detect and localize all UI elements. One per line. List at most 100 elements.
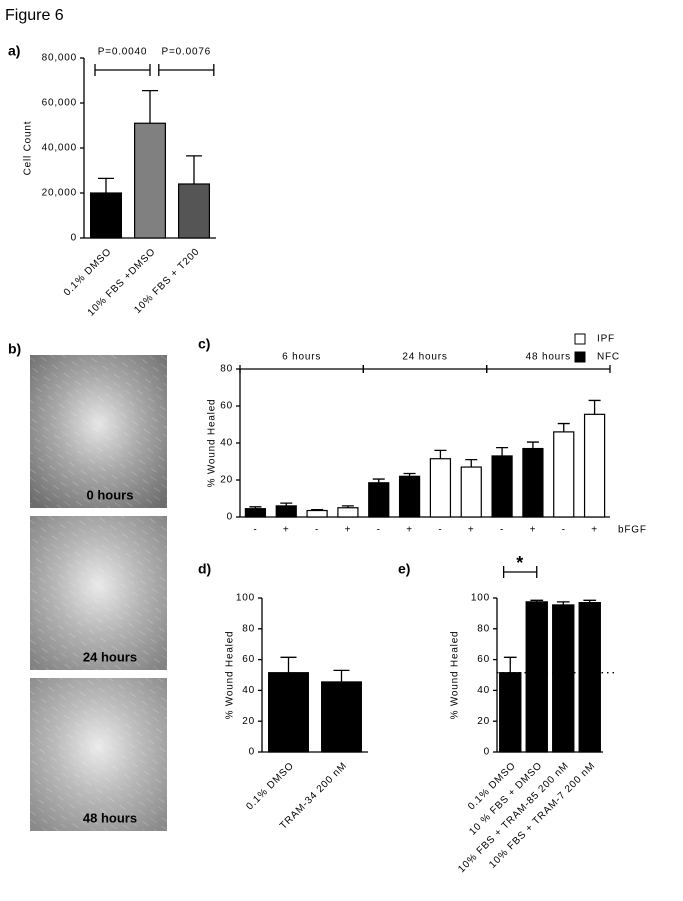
figure-title: Figure 6 bbox=[5, 7, 64, 24]
bar bbox=[275, 505, 297, 518]
x-tick-label: - bbox=[500, 525, 504, 536]
y-tick-label: 0 bbox=[71, 233, 77, 244]
bar bbox=[321, 681, 362, 753]
error-bar bbox=[280, 656, 297, 673]
legend-label: IPF bbox=[597, 334, 615, 345]
error-bar bbox=[526, 441, 539, 449]
panel-label: a) bbox=[8, 43, 20, 59]
bar bbox=[268, 672, 309, 753]
image-caption: 0 hours bbox=[87, 487, 134, 502]
y-tick-label: 0 bbox=[227, 512, 233, 523]
error-bar bbox=[496, 446, 509, 456]
micrograph bbox=[30, 516, 167, 670]
x-tick-label: - bbox=[253, 525, 257, 536]
significance-label: P=0.0040 bbox=[98, 47, 148, 58]
error-bar bbox=[372, 478, 385, 483]
error-bar bbox=[557, 422, 570, 432]
y-tick-label: 60 bbox=[477, 654, 490, 665]
y-tick-label: 20 bbox=[242, 716, 255, 727]
bar bbox=[368, 482, 390, 518]
x-tick-label: - bbox=[562, 525, 566, 536]
error-bar bbox=[503, 656, 517, 673]
y-tick-label: 60 bbox=[242, 654, 255, 665]
x-tick-label: + bbox=[345, 525, 352, 536]
group-label: 24 hours bbox=[402, 352, 447, 363]
image-caption: 48 hours bbox=[83, 810, 137, 825]
significance-label: P=0.0076 bbox=[162, 47, 212, 58]
legend-label: NFC bbox=[597, 352, 620, 363]
error-bar bbox=[588, 399, 601, 415]
x-tick-label: + bbox=[468, 525, 475, 536]
y-tick-label: 80 bbox=[477, 623, 490, 634]
error-bar bbox=[465, 459, 478, 468]
x-tick-label: + bbox=[406, 525, 413, 536]
bar bbox=[522, 447, 544, 518]
bar bbox=[337, 507, 359, 518]
bar bbox=[553, 431, 575, 518]
y-tick-label: 0 bbox=[249, 747, 255, 758]
significance-bracket bbox=[158, 64, 215, 76]
y-tick-label: 20 bbox=[220, 475, 233, 486]
y-tick-label: 20,000 bbox=[42, 188, 77, 199]
y-tick-label: 40 bbox=[220, 438, 233, 449]
y-axis-title: Cell Count bbox=[23, 121, 34, 176]
error-bar bbox=[98, 177, 114, 193]
y-tick-label: 60,000 bbox=[42, 98, 77, 109]
error-bar bbox=[142, 89, 158, 124]
y-tick-label: 80 bbox=[220, 364, 233, 375]
bar bbox=[398, 475, 421, 518]
x-tick-label: + bbox=[283, 525, 290, 536]
y-axis-title: % Wound Healed bbox=[450, 631, 461, 720]
x-tick-label: + bbox=[530, 525, 537, 536]
y-tick-label: 20 bbox=[477, 716, 490, 727]
significance-bracket bbox=[502, 566, 538, 578]
y-tick-label: 0 bbox=[484, 747, 490, 758]
y-tick-label: 40 bbox=[477, 685, 490, 696]
panel-label: c) bbox=[198, 336, 210, 352]
panel-label: b) bbox=[8, 341, 21, 357]
bar bbox=[491, 455, 513, 518]
bar bbox=[134, 122, 167, 239]
bar bbox=[244, 508, 267, 518]
bar bbox=[89, 192, 122, 239]
y-tick-label: 60 bbox=[220, 401, 233, 412]
error-bar bbox=[186, 155, 202, 184]
bar bbox=[578, 602, 601, 753]
bar bbox=[429, 458, 452, 518]
legend-swatch bbox=[574, 351, 586, 363]
bar bbox=[552, 604, 575, 753]
y-axis-title: % Wound Healed bbox=[225, 631, 236, 720]
significance-label: * bbox=[516, 553, 524, 573]
y-tick-label: 40,000 bbox=[42, 143, 77, 154]
image-caption: 24 hours bbox=[83, 649, 137, 664]
x-tick-label: + bbox=[591, 525, 598, 536]
bar bbox=[460, 466, 482, 518]
bar bbox=[306, 509, 328, 518]
x-tick-label: - bbox=[377, 525, 381, 536]
error-bar bbox=[434, 449, 447, 459]
bar bbox=[583, 413, 606, 518]
significance-bracket bbox=[94, 64, 151, 76]
group-label: 48 hours bbox=[526, 352, 571, 363]
y-tick-label: 80 bbox=[242, 623, 255, 634]
x-tick-label: 0.1% DMSO bbox=[244, 760, 296, 812]
group-label: 6 hours bbox=[282, 352, 321, 363]
y-tick-label: 100 bbox=[236, 593, 255, 604]
x-tick-label: 10% FBS + TRAM-85 200 nM bbox=[456, 760, 571, 875]
panel-label: e) bbox=[398, 561, 410, 577]
x-tick-label: - bbox=[438, 525, 442, 536]
bar bbox=[178, 183, 211, 239]
bar bbox=[499, 672, 522, 753]
bar bbox=[525, 601, 548, 753]
y-tick-label: 80,000 bbox=[42, 53, 77, 64]
x-annotation: bFGF bbox=[618, 525, 647, 536]
micrograph bbox=[30, 355, 167, 508]
y-tick-label: 40 bbox=[242, 685, 255, 696]
x-tick-label: - bbox=[315, 525, 319, 536]
legend-swatch bbox=[574, 333, 586, 345]
y-axis-title: % Wound Healed bbox=[207, 399, 218, 488]
y-tick-label: 100 bbox=[471, 593, 490, 604]
micrograph bbox=[30, 678, 167, 831]
panel-label: d) bbox=[198, 561, 211, 577]
